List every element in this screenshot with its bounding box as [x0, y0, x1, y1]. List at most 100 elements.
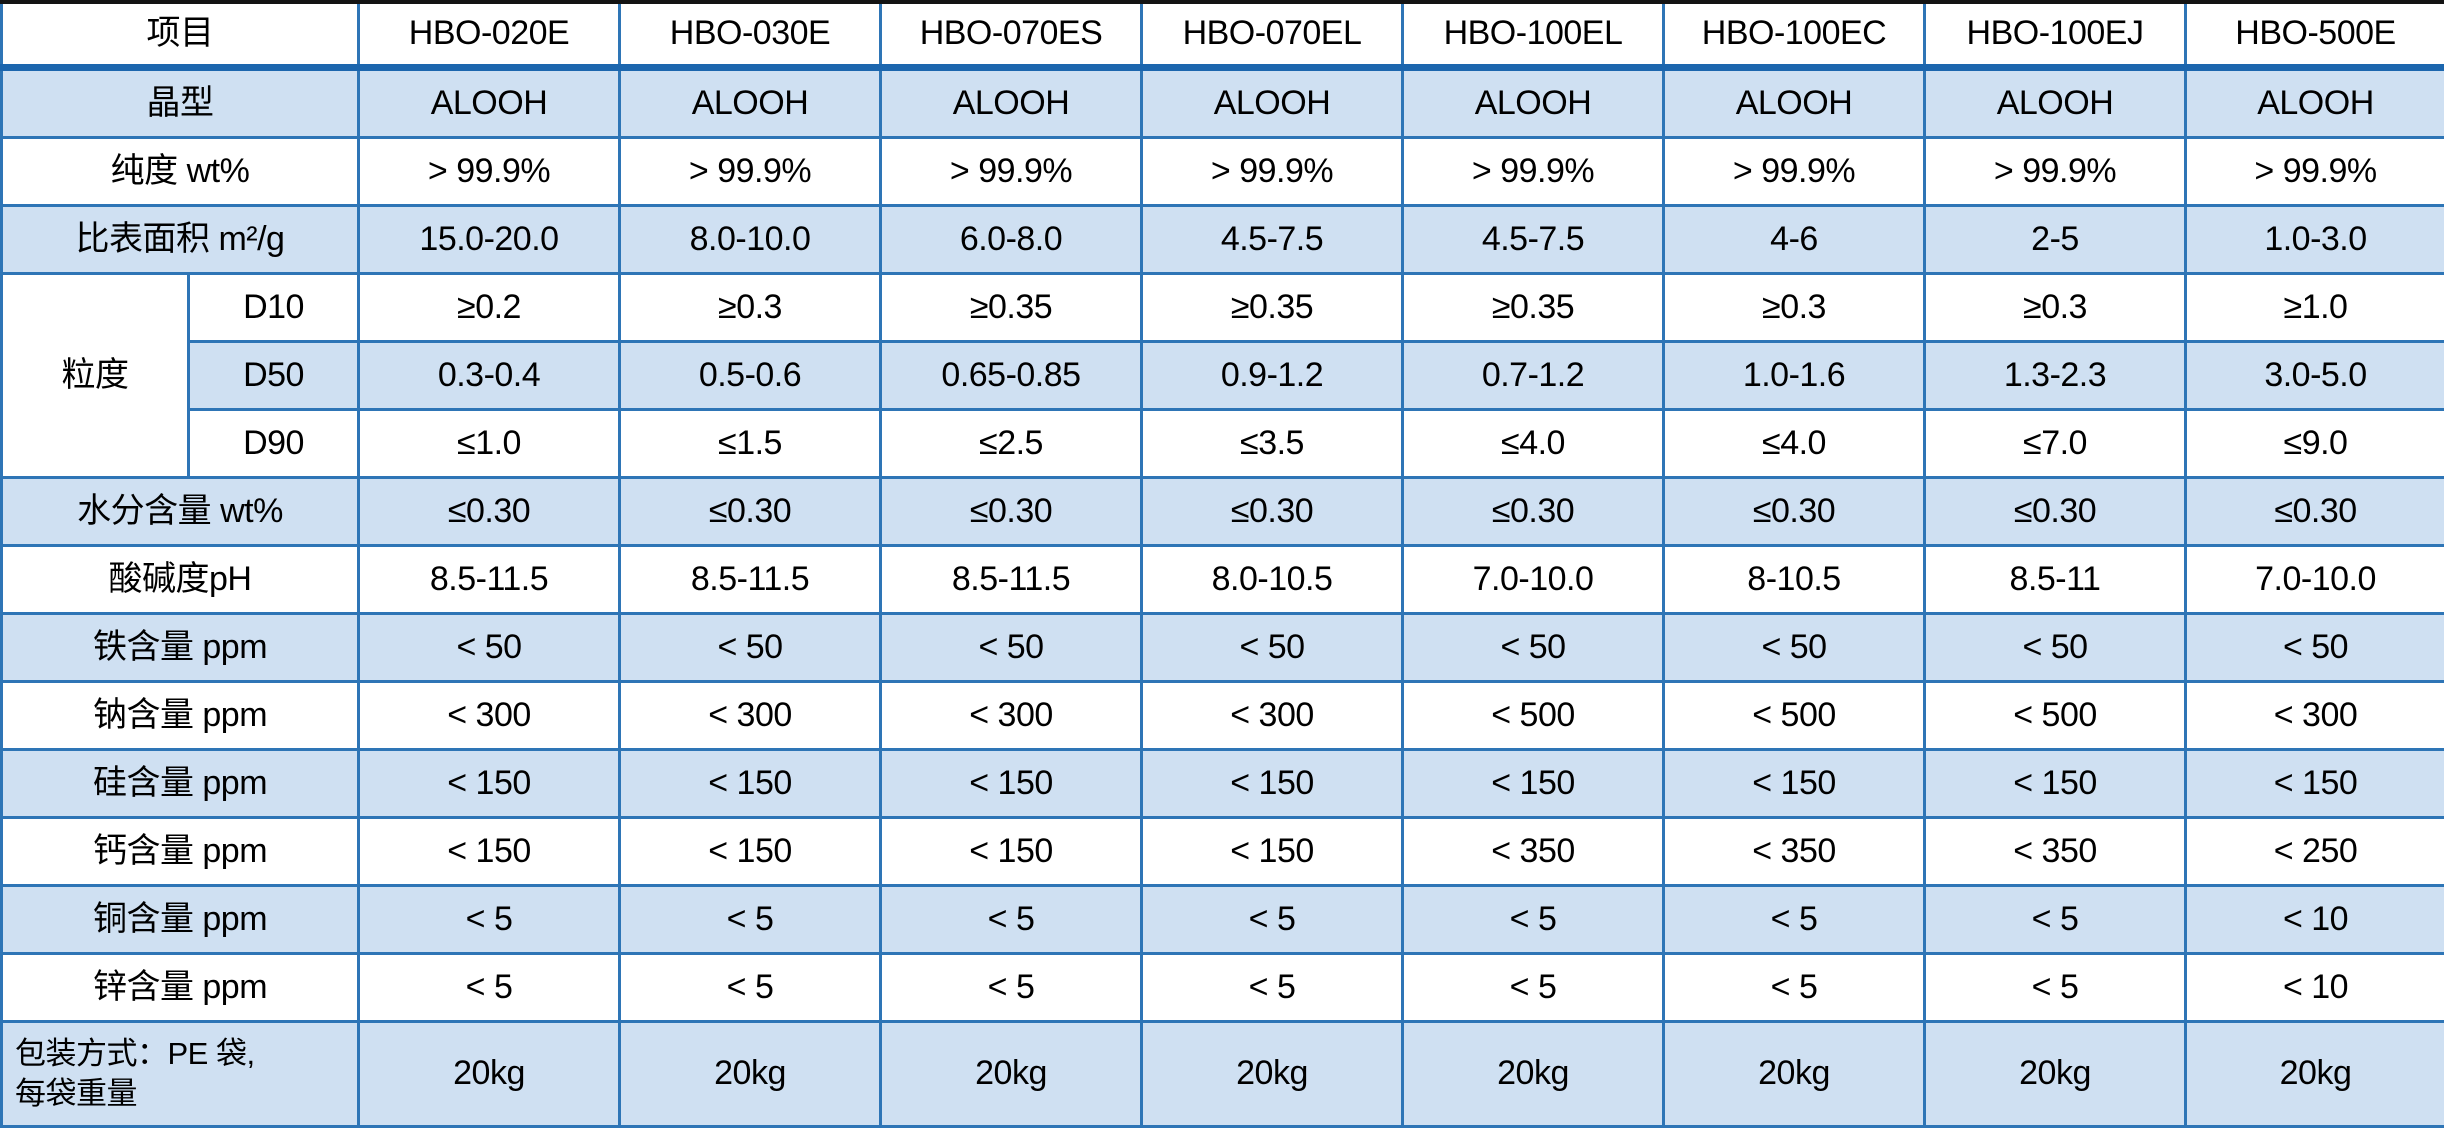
row-label: 锌含量 ppm [2, 954, 359, 1022]
spec-value-cell: > 99.9% [2186, 138, 2444, 206]
spec-value-cell: < 5 [1403, 954, 1664, 1022]
column-header-product: HBO-070ES [881, 2, 1142, 68]
spec-value-cell: 4-6 [1664, 206, 1925, 274]
spec-value-cell: < 150 [1142, 818, 1403, 886]
spec-value-cell: < 5 [359, 886, 620, 954]
spec-value-cell: ≤0.30 [359, 478, 620, 546]
spec-value-cell: 8.5-11.5 [620, 546, 881, 614]
spec-value-cell: 0.3-0.4 [359, 342, 620, 410]
spec-value-cell: < 150 [1664, 750, 1925, 818]
table-row: 硅含量 ppm< 150< 150< 150< 150< 150< 150< 1… [2, 750, 2444, 818]
spec-value-cell: < 5 [1142, 954, 1403, 1022]
spec-value-cell: < 150 [1925, 750, 2186, 818]
spec-value-cell: > 99.9% [1142, 138, 1403, 206]
spec-value-cell: < 5 [620, 886, 881, 954]
spec-value-cell: ≤7.0 [1925, 410, 2186, 478]
spec-value-cell: ≤3.5 [1142, 410, 1403, 478]
row-label: 比表面积 m²/g [2, 206, 359, 274]
table-row: D90≤1.0≤1.5≤2.5≤3.5≤4.0≤4.0≤7.0≤9.0 [2, 410, 2444, 478]
spec-value-cell: < 150 [1403, 750, 1664, 818]
table-row: 锌含量 ppm< 5< 5< 5< 5< 5< 5< 5< 10 [2, 954, 2444, 1022]
spec-value-cell: 3.0-5.0 [2186, 342, 2444, 410]
spec-value-cell: 20kg [1925, 1022, 2186, 1127]
spec-value-cell: ≤0.30 [620, 478, 881, 546]
table-row: 钠含量 ppm< 300< 300< 300< 300< 500< 500< 5… [2, 682, 2444, 750]
spec-value-cell: < 150 [1142, 750, 1403, 818]
spec-value-cell: < 50 [2186, 614, 2444, 682]
spec-value-cell: ≤9.0 [2186, 410, 2444, 478]
spec-value-cell: < 150 [881, 750, 1142, 818]
spec-value-cell: ALOOH [1142, 68, 1403, 138]
spec-value-cell: ≤0.30 [1142, 478, 1403, 546]
row-label: 纯度 wt% [2, 138, 359, 206]
spec-value-cell: 8.5-11.5 [881, 546, 1142, 614]
spec-value-cell: ALOOH [1403, 68, 1664, 138]
spec-value-cell: ≤0.30 [1403, 478, 1664, 546]
packaging-label: 包装方式：PE 袋,每袋重量 [2, 1022, 359, 1127]
row-label: 钙含量 ppm [2, 818, 359, 886]
spec-value-cell: > 99.9% [881, 138, 1142, 206]
spec-value-cell: 20kg [1664, 1022, 1925, 1127]
spec-value-cell: 1.0-1.6 [1664, 342, 1925, 410]
spec-value-cell: 8.0-10.0 [620, 206, 881, 274]
spec-value-cell: < 50 [359, 614, 620, 682]
packaging-label-line: 每袋重量 [15, 1074, 353, 1114]
spec-value-cell: < 300 [1142, 682, 1403, 750]
spec-value-cell: < 50 [1664, 614, 1925, 682]
spec-value-cell: > 99.9% [1403, 138, 1664, 206]
table-row: 钙含量 ppm< 150< 150< 150< 150< 350< 350< 3… [2, 818, 2444, 886]
spec-value-cell: < 5 [620, 954, 881, 1022]
spec-value-cell: < 5 [1925, 886, 2186, 954]
row-label: 硅含量 ppm [2, 750, 359, 818]
spec-value-cell: ≤2.5 [881, 410, 1142, 478]
spec-value-cell: ALOOH [881, 68, 1142, 138]
row-label: 铁含量 ppm [2, 614, 359, 682]
spec-value-cell: 1.0-3.0 [2186, 206, 2444, 274]
spec-value-cell: ≥0.35 [881, 274, 1142, 342]
spec-value-cell: 4.5-7.5 [1142, 206, 1403, 274]
spec-value-cell: < 5 [881, 954, 1142, 1022]
spec-value-cell: > 99.9% [1925, 138, 2186, 206]
spec-value-cell: 2-5 [1925, 206, 2186, 274]
spec-value-cell: 0.65-0.85 [881, 342, 1142, 410]
spec-value-cell: < 50 [1403, 614, 1664, 682]
spec-value-cell: ≤0.30 [2186, 478, 2444, 546]
spec-value-cell: ≤4.0 [1664, 410, 1925, 478]
spec-value-cell: < 250 [2186, 818, 2444, 886]
spec-value-cell: 0.9-1.2 [1142, 342, 1403, 410]
spec-value-cell: 4.5-7.5 [1403, 206, 1664, 274]
spec-value-cell: < 150 [620, 750, 881, 818]
spec-value-cell: < 5 [359, 954, 620, 1022]
spec-value-cell: < 350 [1925, 818, 2186, 886]
spec-value-cell: < 50 [1925, 614, 2186, 682]
spec-value-cell: < 5 [1664, 886, 1925, 954]
spec-value-cell: < 300 [620, 682, 881, 750]
table-row: 水分含量 wt%≤0.30≤0.30≤0.30≤0.30≤0.30≤0.30≤0… [2, 478, 2444, 546]
column-header-product: HBO-020E [359, 2, 620, 68]
particle-size-group-label: 粒度 [2, 274, 189, 478]
spec-value-cell: ≤4.0 [1403, 410, 1664, 478]
row-label: 酸碱度pH [2, 546, 359, 614]
spec-value-cell: < 500 [1664, 682, 1925, 750]
spec-value-cell: 20kg [359, 1022, 620, 1127]
spec-value-cell: < 10 [2186, 886, 2444, 954]
spec-value-cell: < 350 [1403, 818, 1664, 886]
row-label: 晶型 [2, 68, 359, 138]
spec-value-cell: 20kg [620, 1022, 881, 1127]
spec-value-cell: < 300 [881, 682, 1142, 750]
spec-value-cell: ALOOH [1925, 68, 2186, 138]
spec-value-cell: 8.5-11 [1925, 546, 2186, 614]
column-header-item: 项目 [2, 2, 359, 68]
spec-value-cell: ≤0.30 [881, 478, 1142, 546]
row-label: 水分含量 wt% [2, 478, 359, 546]
spec-value-cell: < 5 [881, 886, 1142, 954]
spec-value-cell: 20kg [881, 1022, 1142, 1127]
column-header-product: HBO-500E [2186, 2, 2444, 68]
spec-value-cell: 0.5-0.6 [620, 342, 881, 410]
spec-value-cell: ≥1.0 [2186, 274, 2444, 342]
